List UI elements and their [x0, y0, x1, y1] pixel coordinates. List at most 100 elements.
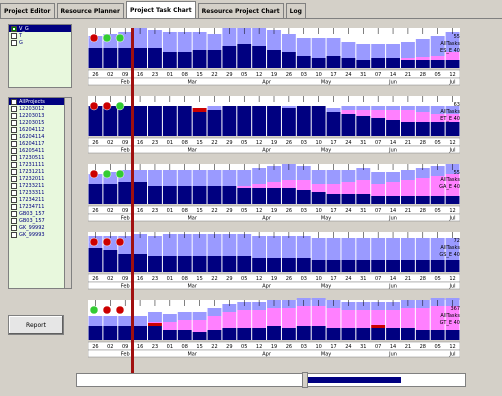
- checkbox[interactable]: [11, 176, 17, 182]
- checkbox[interactable]: [11, 106, 17, 112]
- month-label: Jul: [449, 284, 456, 290]
- checkbox[interactable]: [11, 99, 17, 105]
- bar-overload: [193, 108, 207, 112]
- project-label: 12203012: [19, 106, 44, 112]
- projects-scrollbar[interactable]: [64, 98, 71, 288]
- project-label: 12203015: [19, 120, 44, 126]
- project-item[interactable]: GK_99993: [9, 231, 71, 238]
- checkbox[interactable]: [11, 169, 17, 175]
- bar-lavender: [282, 34, 296, 52]
- project-item[interactable]: 16205411: [9, 147, 71, 154]
- checkbox[interactable]: [11, 40, 17, 46]
- month-row: [88, 214, 460, 221]
- bar-navy: [193, 112, 207, 136]
- bar-navy: [386, 196, 400, 204]
- project-item[interactable]: 16204112: [9, 126, 71, 133]
- date-tick-label: 14: [390, 140, 396, 146]
- tab-project-task-chart[interactable]: Project Task Chart: [126, 1, 196, 18]
- project-item[interactable]: 17233311: [9, 189, 71, 196]
- date-tick-label: 22: [211, 208, 217, 214]
- date-tick-label: 08: [182, 276, 188, 282]
- checkbox[interactable]: [11, 225, 17, 231]
- tab-log[interactable]: Log: [286, 3, 306, 18]
- tab-project-editor[interactable]: Project Editor: [0, 3, 55, 18]
- project-item[interactable]: GK_99992: [9, 224, 71, 231]
- project-item[interactable]: 17234211: [9, 196, 71, 203]
- bar-navy: [148, 186, 162, 204]
- bar-pink: [401, 110, 415, 122]
- date-tick-label: 21: [405, 72, 411, 78]
- checkbox[interactable]: [11, 183, 17, 189]
- checkbox[interactable]: [11, 232, 17, 238]
- checkbox[interactable]: [11, 33, 17, 39]
- tab-resource-project-chart[interactable]: Resource Project Chart: [198, 3, 284, 18]
- project-item[interactable]: GB03_157: [9, 217, 71, 224]
- project-item[interactable]: 17230511: [9, 154, 71, 161]
- checkbox[interactable]: [11, 141, 17, 147]
- bar-lavender: [267, 236, 281, 258]
- bar-pink: [341, 310, 355, 328]
- report-button[interactable]: Report: [8, 315, 64, 335]
- project-item[interactable]: 17231211: [9, 168, 71, 175]
- project-item[interactable]: 17234711: [9, 203, 71, 210]
- bar-navy: [371, 118, 385, 136]
- project-label: GB03_157: [19, 218, 45, 224]
- chart-type-item[interactable]: G: [9, 39, 71, 46]
- project-item[interactable]: GB03_157: [9, 210, 71, 217]
- bar-navy: [178, 330, 192, 340]
- chart-type-list[interactable]: V_G T G: [8, 24, 72, 88]
- project-item[interactable]: 17233211: [9, 182, 71, 189]
- bar-navy: [401, 196, 415, 204]
- date-tick-label: 16: [137, 344, 143, 350]
- date-tick-label: 19: [271, 140, 277, 146]
- timeline-thumb[interactable]: [302, 372, 308, 388]
- bar-navy: [133, 106, 147, 136]
- project-item[interactable]: 17231111: [9, 161, 71, 168]
- date-tick-label: 14: [390, 344, 396, 350]
- checkbox[interactable]: [11, 26, 17, 32]
- bar-navy: [431, 122, 445, 136]
- date-tick-label: 23: [152, 140, 158, 146]
- project-item[interactable]: 16204114: [9, 133, 71, 140]
- project-label: 17234211: [19, 197, 44, 203]
- checkbox[interactable]: [11, 120, 17, 126]
- panel-summary-label: AllTasks: [440, 177, 460, 183]
- tab-resource-planner[interactable]: Resource Planner: [57, 3, 124, 18]
- project-item[interactable]: 12203015: [9, 119, 71, 126]
- checkbox[interactable]: [11, 113, 17, 119]
- project-item[interactable]: 17232011: [9, 175, 71, 182]
- checkbox[interactable]: [11, 148, 17, 154]
- project-item[interactable]: AllProjects: [9, 98, 71, 105]
- month-label: Apr: [262, 352, 272, 358]
- date-tick-label: 10: [315, 72, 321, 78]
- bar-navy: [297, 106, 311, 136]
- date-tick-label: 09: [122, 344, 128, 350]
- checkbox[interactable]: [11, 127, 17, 133]
- month-label: Jun: [388, 284, 397, 290]
- checkbox[interactable]: [11, 204, 17, 210]
- status-circle: [116, 170, 124, 178]
- month-label: Mar: [187, 216, 197, 222]
- chart-type-item[interactable]: V_G: [9, 25, 71, 32]
- chart-type-item[interactable]: T: [9, 32, 71, 39]
- checkbox[interactable]: [11, 190, 17, 196]
- project-item[interactable]: 12203013: [9, 112, 71, 119]
- bar-navy: [222, 256, 236, 272]
- date-tick-label: 28: [420, 344, 426, 350]
- checkbox[interactable]: [11, 211, 17, 217]
- date-tick-label: 21: [405, 344, 411, 350]
- project-item[interactable]: 12203012: [9, 105, 71, 112]
- projects-list[interactable]: AllProjects 12203012 12203013 12203015 16204…: [8, 97, 72, 289]
- bar-navy: [89, 106, 103, 136]
- status-circle: [90, 102, 98, 110]
- bar-lavender: [297, 236, 311, 258]
- checkbox[interactable]: [11, 218, 17, 224]
- checkbox[interactable]: [11, 155, 17, 161]
- month-row: [88, 282, 460, 289]
- project-item[interactable]: 16204117: [9, 140, 71, 147]
- checkbox[interactable]: [11, 134, 17, 140]
- timeline-slider[interactable]: [76, 373, 466, 387]
- checkbox[interactable]: [11, 162, 17, 168]
- checkbox[interactable]: [11, 197, 17, 203]
